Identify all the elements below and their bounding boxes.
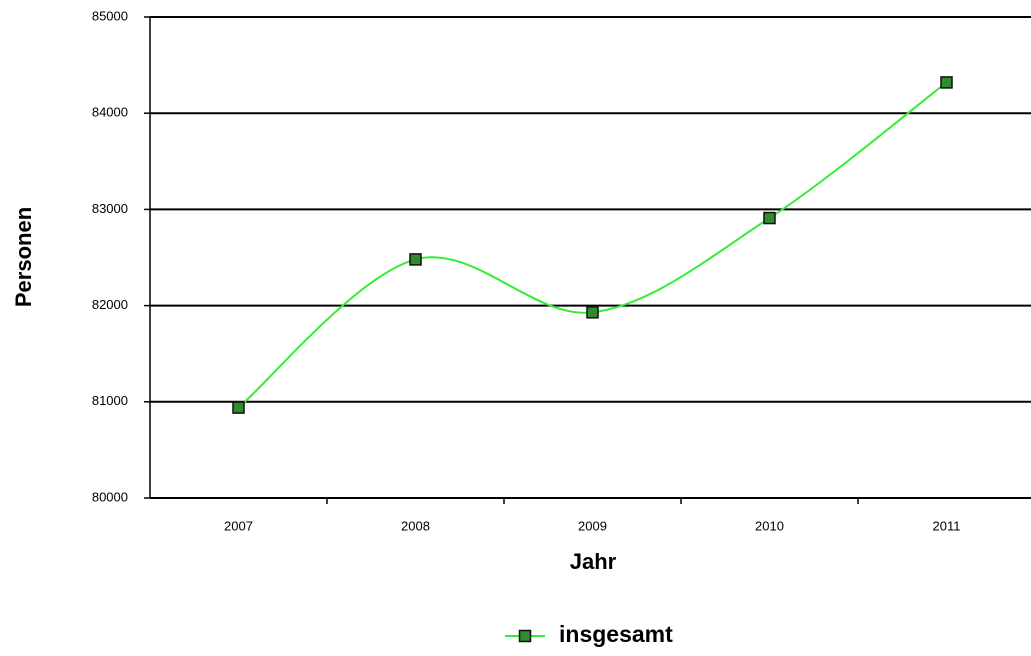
point-marker — [763, 211, 776, 225]
point-marker — [232, 401, 245, 414]
y-tick-label: 85000 — [92, 8, 128, 23]
x-tick-label: 2011 — [933, 518, 961, 533]
series-line — [237, 81, 948, 409]
x-tick-label: 2008 — [401, 518, 430, 533]
point-marker — [586, 306, 599, 319]
y-tick-label: 82000 — [92, 297, 128, 312]
x-tick-label: 2009 — [578, 518, 607, 533]
y-tick-label: 81000 — [92, 393, 128, 408]
x-tick-label: 2010 — [755, 518, 784, 533]
y-tick-label: 80000 — [92, 489, 128, 504]
legend-label: insgesamt — [559, 621, 673, 647]
x-axis-title: Jahr — [570, 549, 617, 574]
point-marker — [409, 253, 422, 266]
x-tick-label: 2007 — [224, 518, 253, 533]
y-axis-title: Personen — [11, 207, 36, 307]
legend-marker — [518, 629, 532, 643]
y-tick-label: 84000 — [92, 105, 128, 120]
y-tick-label: 83000 — [92, 201, 128, 216]
point-marker — [940, 76, 953, 89]
